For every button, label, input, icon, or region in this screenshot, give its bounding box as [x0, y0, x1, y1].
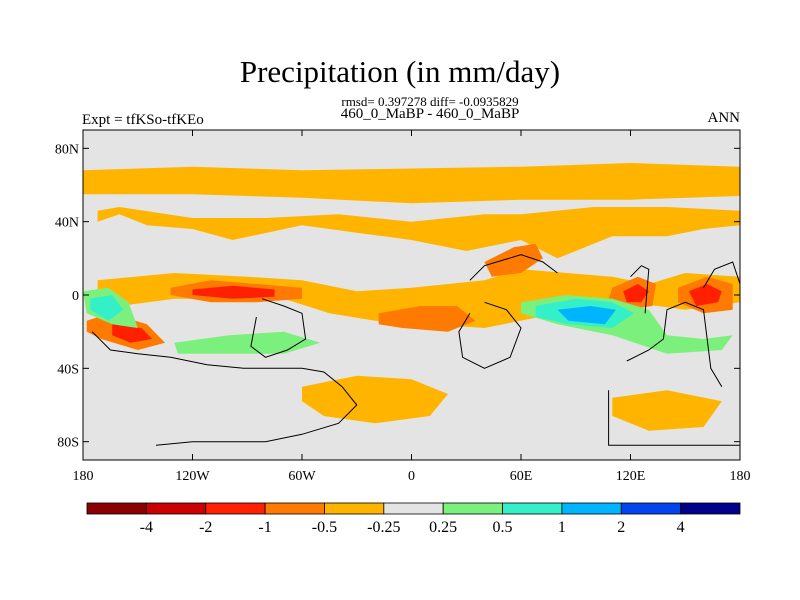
coastline-1	[250, 298, 307, 358]
y-tick-label: 0	[72, 289, 79, 304]
colorbar-swatch	[442, 502, 503, 515]
season-label: ANN	[707, 110, 741, 126]
field-layer	[83, 163, 740, 431]
colorbar-label: -1	[258, 519, 271, 536]
colorbar-label: -0.25	[367, 519, 400, 536]
field-asia-orange	[484, 243, 543, 277]
chart-subtitle: 460_0_MaBP - 460_0_MaBP	[340, 106, 520, 122]
coastline-6	[703, 261, 740, 288]
colorbar-label: 0.5	[493, 519, 513, 536]
colorbar-swatch	[264, 502, 325, 515]
colorbar-label: 4	[677, 519, 685, 536]
colorbar-swatch	[561, 502, 622, 515]
x-tick-label: 120W	[175, 469, 210, 484]
field-south-warm	[302, 375, 448, 424]
field-west-pacific-red	[623, 284, 649, 303]
chart-title: Precipitation (in mm/day)	[239, 54, 561, 89]
x-tick-label: 0	[408, 469, 415, 484]
colorbar-label: -0.5	[312, 519, 337, 536]
coastline-2	[458, 301, 522, 369]
colorbar-swatch	[86, 502, 147, 515]
coastline-layer	[91, 254, 740, 446]
field-south-west-red	[112, 324, 153, 343]
x-tick-label: 60E	[510, 469, 533, 484]
field-west-cyan	[90, 295, 124, 321]
colorbar-swatch	[205, 502, 266, 515]
x-tick-label: 60W	[288, 469, 316, 484]
colorbar-swatch	[680, 502, 741, 515]
coastline-7	[630, 265, 650, 314]
coastline-5	[608, 390, 740, 446]
experiment-label: Expt = tfKSo-tfKEo	[82, 112, 204, 128]
field-east-pacific-red	[192, 285, 275, 299]
colorbar-swatch	[502, 502, 563, 515]
field-north-pacific-warm	[97, 207, 740, 259]
y-tick-label: 40S	[57, 362, 79, 377]
colorbar-swatch	[324, 502, 385, 515]
colorbar-label: -2	[199, 519, 212, 536]
y-tick-label: 40N	[55, 216, 79, 231]
field-far-south-warm	[612, 390, 722, 431]
x-tick-label: 180	[730, 469, 751, 484]
coastline-4	[626, 301, 723, 387]
colorbar-swatch	[383, 502, 444, 515]
colorbar-label: 0.25	[429, 519, 457, 536]
coastline-3	[469, 254, 558, 281]
y-tick-label: 80N	[55, 142, 79, 157]
coastline-0	[91, 331, 358, 446]
y-tick-label: 80S	[57, 436, 79, 451]
field-atlantic-orange	[378, 306, 476, 332]
x-tick-label: 180	[73, 469, 94, 484]
field-indian-blue	[557, 306, 616, 325]
colorbar-swatch	[620, 502, 682, 515]
field-north-band	[83, 163, 740, 204]
field-south-green	[174, 331, 321, 354]
colorbar-label: -4	[140, 519, 153, 536]
colorbar-label: 2	[617, 519, 625, 536]
field-date-line-red	[688, 284, 722, 306]
stats-line: rmsd= 0.397278 diff= -0.0935829	[341, 94, 519, 109]
x-tick-label: 120E	[616, 469, 646, 484]
colorbar-label: 1	[558, 519, 566, 536]
colorbar-swatch	[145, 502, 207, 515]
